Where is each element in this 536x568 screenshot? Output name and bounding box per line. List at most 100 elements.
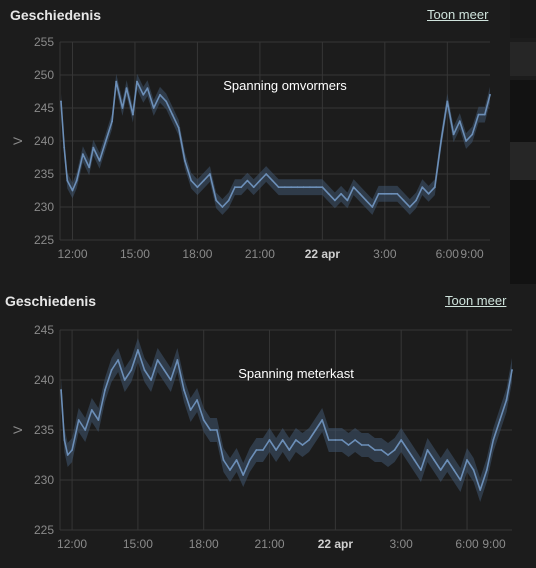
data-point	[321, 419, 324, 421]
y-tick-label: 245	[34, 101, 54, 115]
data-point	[406, 449, 409, 451]
data-point	[146, 87, 149, 90]
data-point	[255, 449, 258, 451]
data-point	[215, 199, 218, 202]
data-point	[71, 189, 74, 192]
chart-title: Spanning omvormers	[223, 78, 347, 93]
data-point	[290, 186, 292, 189]
y-axis-label: V	[11, 137, 25, 145]
x-tick-label: 18:00	[182, 247, 212, 261]
data-point	[202, 179, 205, 182]
data-point	[163, 369, 166, 371]
data-point	[242, 474, 245, 476]
data-point	[321, 186, 324, 189]
data-point	[365, 199, 367, 202]
data-point	[268, 439, 271, 441]
data-point	[246, 179, 249, 182]
y-tick-label: 230	[34, 200, 54, 214]
chart-title: Spanning meterkast	[238, 366, 354, 381]
data-point	[132, 113, 134, 116]
data-point	[433, 459, 435, 461]
data-point	[63, 439, 66, 441]
y-axis-label: V	[11, 426, 25, 434]
data-point	[82, 153, 84, 156]
history-card: Geschiedenis Toon meer 225 230 235 240 245 25…	[0, 0, 510, 272]
data-point	[383, 192, 386, 195]
data-point	[196, 186, 199, 189]
data-point	[346, 199, 349, 202]
data-point	[136, 80, 138, 83]
data-point	[71, 449, 73, 451]
x-tick-label: 15:00	[123, 537, 153, 551]
x-tick-label: 6:00	[455, 537, 479, 551]
data-point	[295, 439, 297, 441]
x-tick-label: 9:00	[460, 247, 484, 261]
range-band	[61, 338, 513, 502]
data-point	[415, 199, 417, 202]
data-point	[453, 469, 455, 471]
data-point	[334, 439, 337, 441]
line-chart: 225 230 235 240 245 250 255 12:00 15:00 18:00 21:0…	[11, 35, 491, 261]
x-tick-label: 21:00	[245, 247, 275, 261]
data-point	[483, 113, 486, 116]
data-point	[156, 359, 159, 361]
x-tick-label: 12:00	[57, 537, 87, 551]
data-point	[446, 459, 449, 461]
background-tile	[510, 42, 536, 76]
data-point	[123, 379, 126, 381]
data-point	[104, 140, 107, 142]
data-point	[98, 159, 101, 162]
data-point	[439, 469, 442, 471]
data-point	[190, 179, 193, 182]
card-title: Geschiedenis	[5, 293, 97, 309]
data-point	[354, 439, 356, 441]
data-point	[88, 166, 91, 169]
data-point	[492, 439, 495, 441]
data-point	[367, 444, 370, 446]
show-more-link[interactable]: Toon meer	[445, 293, 507, 308]
x-tick-label: 9:00	[482, 537, 506, 551]
y-tick-label: 240	[34, 373, 54, 387]
data-point	[60, 389, 62, 391]
data-point	[426, 449, 429, 451]
data-point	[499, 419, 501, 421]
data-point	[262, 449, 264, 451]
y-tick-label: 255	[34, 35, 54, 49]
data-point	[271, 179, 274, 182]
data-point	[309, 186, 311, 189]
data-point	[216, 429, 218, 431]
background-tile	[510, 142, 536, 180]
line-chart: 225 230 235 240 245 12:00 15:00 18:00 21:00 22 ap…	[11, 323, 513, 551]
data-point	[222, 459, 225, 461]
data-point	[209, 173, 211, 175]
range-band	[61, 73, 490, 215]
data-point	[327, 439, 330, 441]
data-point	[341, 439, 343, 441]
data-point	[505, 399, 508, 401]
data-point	[169, 379, 172, 381]
data-point	[327, 192, 330, 195]
data-point	[227, 199, 230, 202]
data-point	[177, 126, 180, 129]
data-point	[152, 107, 155, 109]
data-point	[189, 409, 192, 411]
data-point	[130, 369, 133, 371]
data-point	[288, 449, 291, 451]
data-point	[479, 489, 482, 491]
data-point	[240, 186, 243, 189]
data-point	[390, 192, 392, 195]
data-point	[301, 444, 304, 446]
data-point	[259, 179, 261, 182]
data-point	[60, 100, 62, 103]
data-point	[77, 419, 80, 421]
show-more-link[interactable]: Toon meer	[427, 7, 489, 22]
x-tick-label: 3:00	[373, 247, 397, 261]
data-point	[446, 100, 449, 103]
data-point	[511, 369, 513, 371]
x-tick-label: 22 apr	[318, 537, 354, 551]
data-point	[396, 192, 399, 195]
data-point	[183, 389, 185, 391]
y-tick-label: 225	[34, 523, 54, 537]
data-point	[402, 199, 405, 202]
y-tick-label: 230	[34, 473, 54, 487]
